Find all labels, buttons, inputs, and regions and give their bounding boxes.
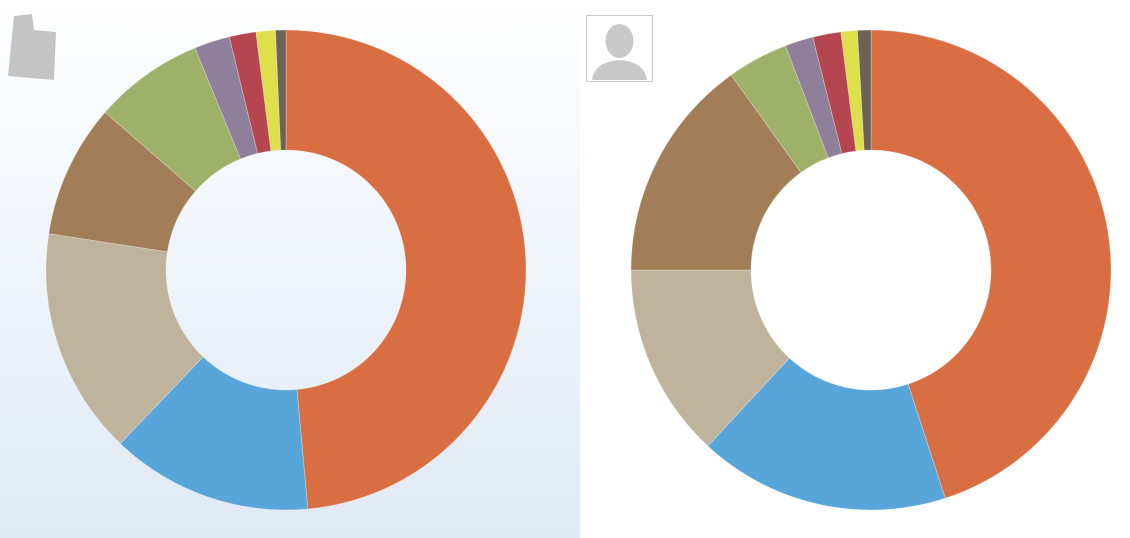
donut-slice <box>870 29 1112 499</box>
donut-slice <box>630 269 790 447</box>
state-icon <box>8 14 56 80</box>
donut-slice <box>285 29 527 510</box>
donut-slice <box>840 29 865 152</box>
donut-slice <box>119 356 309 511</box>
donut-slice <box>104 47 241 192</box>
donut-slice <box>48 111 197 253</box>
avatar-icon <box>586 15 653 82</box>
donut-slice <box>784 36 843 159</box>
donut-slice <box>630 74 802 271</box>
donut-slice <box>857 29 872 151</box>
donut-slice <box>255 29 282 152</box>
donut-slice <box>45 233 204 445</box>
donut-slice <box>707 357 946 511</box>
donut-slice <box>275 29 287 151</box>
